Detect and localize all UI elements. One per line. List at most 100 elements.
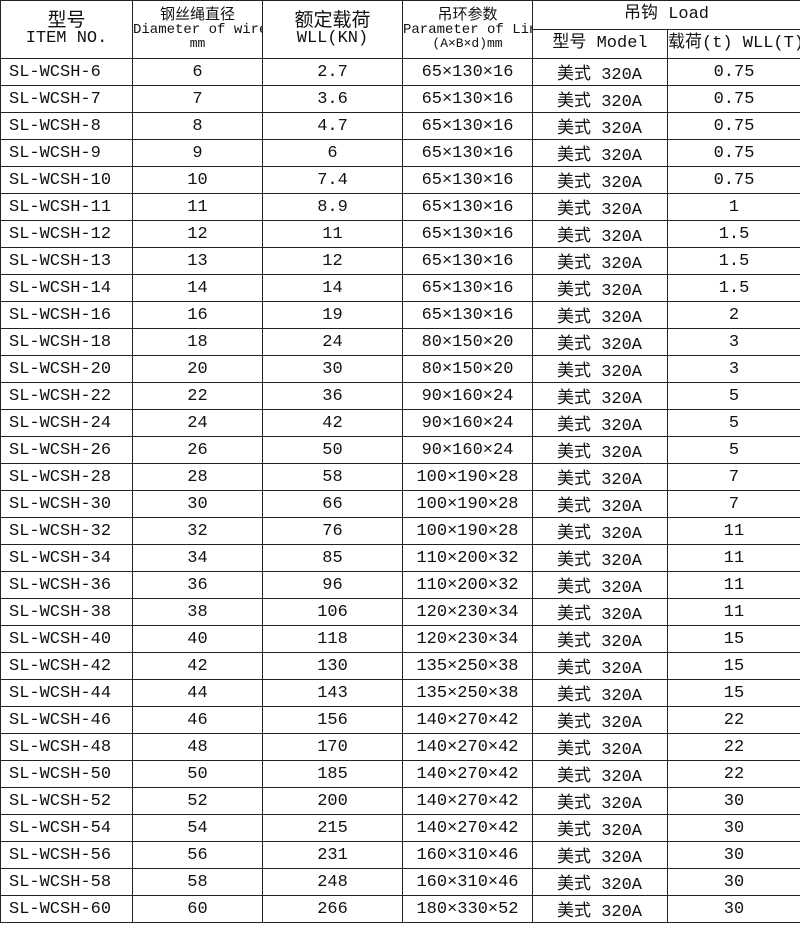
cell-wll-kn: 170 xyxy=(262,733,403,761)
cell-wire-diameter: 58 xyxy=(132,868,263,896)
cell-hook-wll: 22 xyxy=(666,706,800,734)
cell-hook-model: 美式 320A xyxy=(532,571,668,599)
cell-wire-diameter: 26 xyxy=(132,436,263,464)
cell-wll-kn: 4.7 xyxy=(262,112,403,140)
table-row: SL-WCSH-22 22 36 90×160×24 美式 320A 5 xyxy=(0,382,800,410)
cell-item-no: SL-WCSH-22 xyxy=(0,382,133,410)
cell-link-parameter: 135×250×38 xyxy=(402,652,533,680)
cell-wll-kn: 7.4 xyxy=(262,166,403,194)
cell-wire-diameter: 44 xyxy=(132,679,263,707)
cell-hook-wll: 1 xyxy=(666,193,800,221)
table-row: SL-WCSH-6 6 2.7 65×130×16 美式 320A 0.75 xyxy=(0,58,800,86)
cell-wire-diameter: 22 xyxy=(132,382,263,410)
cell-item-no: SL-WCSH-54 xyxy=(0,814,133,842)
cell-item-no: SL-WCSH-38 xyxy=(0,598,133,626)
header-load: 吊钩 Load xyxy=(531,0,800,30)
cell-hook-wll: 3 xyxy=(666,328,800,356)
cell-link-parameter: 140×270×42 xyxy=(402,706,533,734)
cell-wire-diameter: 54 xyxy=(132,814,263,842)
cell-wire-diameter: 34 xyxy=(132,544,263,572)
cell-hook-wll: 0.75 xyxy=(666,139,800,167)
cell-link-parameter: 65×130×16 xyxy=(402,85,533,113)
cell-wll-kn: 2.7 xyxy=(262,58,403,86)
cell-item-no: SL-WCSH-13 xyxy=(0,247,133,275)
cell-wll-kn: 14 xyxy=(262,274,403,302)
cell-wll-kn: 50 xyxy=(262,436,403,464)
cell-hook-wll: 30 xyxy=(666,787,800,815)
cell-hook-wll: 22 xyxy=(666,760,800,788)
cell-wll-kn: 85 xyxy=(262,544,403,572)
cell-wll-kn: 6 xyxy=(262,139,403,167)
cell-item-no: SL-WCSH-28 xyxy=(0,463,133,491)
table-row: SL-WCSH-38 38 106 120×230×34 美式 320A 11 xyxy=(0,598,800,626)
table-row: SL-WCSH-44 44 143 135×250×38 美式 320A 15 xyxy=(0,679,800,707)
cell-link-parameter: 90×160×24 xyxy=(402,436,533,464)
cell-hook-wll: 7 xyxy=(666,490,800,518)
cell-hook-model: 美式 320A xyxy=(532,787,668,815)
cell-link-parameter: 180×330×52 xyxy=(402,895,533,923)
cell-link-parameter: 65×130×16 xyxy=(402,247,533,275)
cell-wll-kn: 76 xyxy=(262,517,403,545)
table-row: SL-WCSH-12 12 11 65×130×16 美式 320A 1.5 xyxy=(0,220,800,248)
cell-wll-kn: 106 xyxy=(262,598,403,626)
cell-hook-wll: 30 xyxy=(666,895,800,923)
cell-wire-diameter: 10 xyxy=(132,166,263,194)
cell-hook-wll: 0.75 xyxy=(666,85,800,113)
cell-wll-kn: 143 xyxy=(262,679,403,707)
table-row: SL-WCSH-36 36 96 110×200×32 美式 320A 11 xyxy=(0,571,800,599)
cell-link-parameter: 65×130×16 xyxy=(402,166,533,194)
cell-hook-wll: 3 xyxy=(666,355,800,383)
cell-link-parameter: 100×190×28 xyxy=(402,490,533,518)
cell-hook-wll: 11 xyxy=(666,571,800,599)
table-row: SL-WCSH-34 34 85 110×200×32 美式 320A 11 xyxy=(0,544,800,572)
cell-hook-model: 美式 320A xyxy=(532,706,668,734)
cell-item-no: SL-WCSH-44 xyxy=(0,679,133,707)
cell-link-parameter: 110×200×32 xyxy=(402,544,533,572)
cell-wll-kn: 58 xyxy=(262,463,403,491)
cell-link-parameter: 65×130×16 xyxy=(402,139,533,167)
cell-link-parameter: 100×190×28 xyxy=(402,463,533,491)
cell-wire-diameter: 52 xyxy=(132,787,263,815)
cell-link-parameter: 140×270×42 xyxy=(402,787,533,815)
cell-item-no: SL-WCSH-14 xyxy=(0,274,133,302)
cell-link-parameter: 140×270×42 xyxy=(402,760,533,788)
header-load-wll: 载荷(t) WLL(T) xyxy=(666,29,800,59)
cell-wll-kn: 42 xyxy=(262,409,403,437)
cell-hook-model: 美式 320A xyxy=(532,58,668,86)
cell-hook-model: 美式 320A xyxy=(532,274,668,302)
cell-wire-diameter: 12 xyxy=(132,220,263,248)
cell-wire-diameter: 36 xyxy=(132,571,263,599)
cell-wire-diameter: 8 xyxy=(132,112,263,140)
cell-hook-model: 美式 320A xyxy=(532,517,668,545)
cell-hook-wll: 0.75 xyxy=(666,58,800,86)
cell-wire-diameter: 13 xyxy=(132,247,263,275)
table-row: SL-WCSH-11 11 8.9 65×130×16 美式 320A 1 xyxy=(0,193,800,221)
cell-wire-diameter: 18 xyxy=(132,328,263,356)
cell-item-no: SL-WCSH-16 xyxy=(0,301,133,329)
cell-item-no: SL-WCSH-20 xyxy=(0,355,133,383)
cell-hook-wll: 15 xyxy=(666,652,800,680)
cell-wll-kn: 185 xyxy=(262,760,403,788)
cell-hook-wll: 22 xyxy=(666,733,800,761)
table-row: SL-WCSH-42 42 130 135×250×38 美式 320A 15 xyxy=(0,652,800,680)
cell-item-no: SL-WCSH-50 xyxy=(0,760,133,788)
cell-wll-kn: 12 xyxy=(262,247,403,275)
cell-link-parameter: 110×200×32 xyxy=(402,571,533,599)
header-diameter: 钢丝绳直径 Diameter of wire mm xyxy=(132,0,263,59)
table-row: SL-WCSH-46 46 156 140×270×42 美式 320A 22 xyxy=(0,706,800,734)
cell-wire-diameter: 11 xyxy=(132,193,263,221)
cell-item-no: SL-WCSH-7 xyxy=(0,85,133,113)
cell-hook-wll: 30 xyxy=(666,841,800,869)
cell-link-parameter: 160×310×46 xyxy=(402,868,533,896)
table-row: SL-WCSH-48 48 170 140×270×42 美式 320A 22 xyxy=(0,733,800,761)
cell-link-parameter: 100×190×28 xyxy=(402,517,533,545)
cell-link-parameter: 65×130×16 xyxy=(402,58,533,86)
cell-hook-model: 美式 320A xyxy=(532,220,668,248)
cell-wire-diameter: 28 xyxy=(132,463,263,491)
cell-wll-kn: 118 xyxy=(262,625,403,653)
cell-hook-model: 美式 320A xyxy=(532,625,668,653)
cell-hook-wll: 5 xyxy=(666,436,800,464)
cell-hook-model: 美式 320A xyxy=(532,841,668,869)
table-row: SL-WCSH-52 52 200 140×270×42 美式 320A 30 xyxy=(0,787,800,815)
cell-wire-diameter: 16 xyxy=(132,301,263,329)
